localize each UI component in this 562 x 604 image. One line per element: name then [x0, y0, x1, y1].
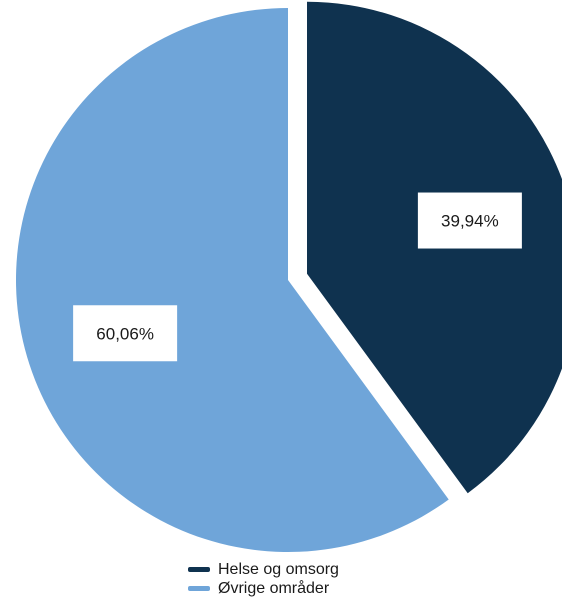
legend-label-helse: Helse og omsorg	[218, 560, 339, 578]
pie-slices	[15, 1, 562, 552]
legend-swatch-helse	[188, 567, 210, 572]
pie-label-box-0	[417, 192, 522, 249]
legend: Helse og omsorg Øvrige områder	[188, 560, 339, 598]
legend-label-ovrige: Øvrige områder	[218, 579, 330, 597]
legend-item-helse[interactable]: Helse og omsorg	[188, 560, 339, 579]
pie-label-box-1	[73, 305, 178, 362]
pie-label-1: 60,06%	[96, 324, 154, 343]
legend-item-ovrige[interactable]: Øvrige områder	[188, 579, 339, 598]
pie-labels: 39,94% 60,06%	[73, 192, 522, 362]
legend-swatch-ovrige	[188, 586, 210, 591]
pie-label-0: 39,94%	[441, 212, 499, 231]
pie-slice-1[interactable]	[15, 8, 449, 552]
